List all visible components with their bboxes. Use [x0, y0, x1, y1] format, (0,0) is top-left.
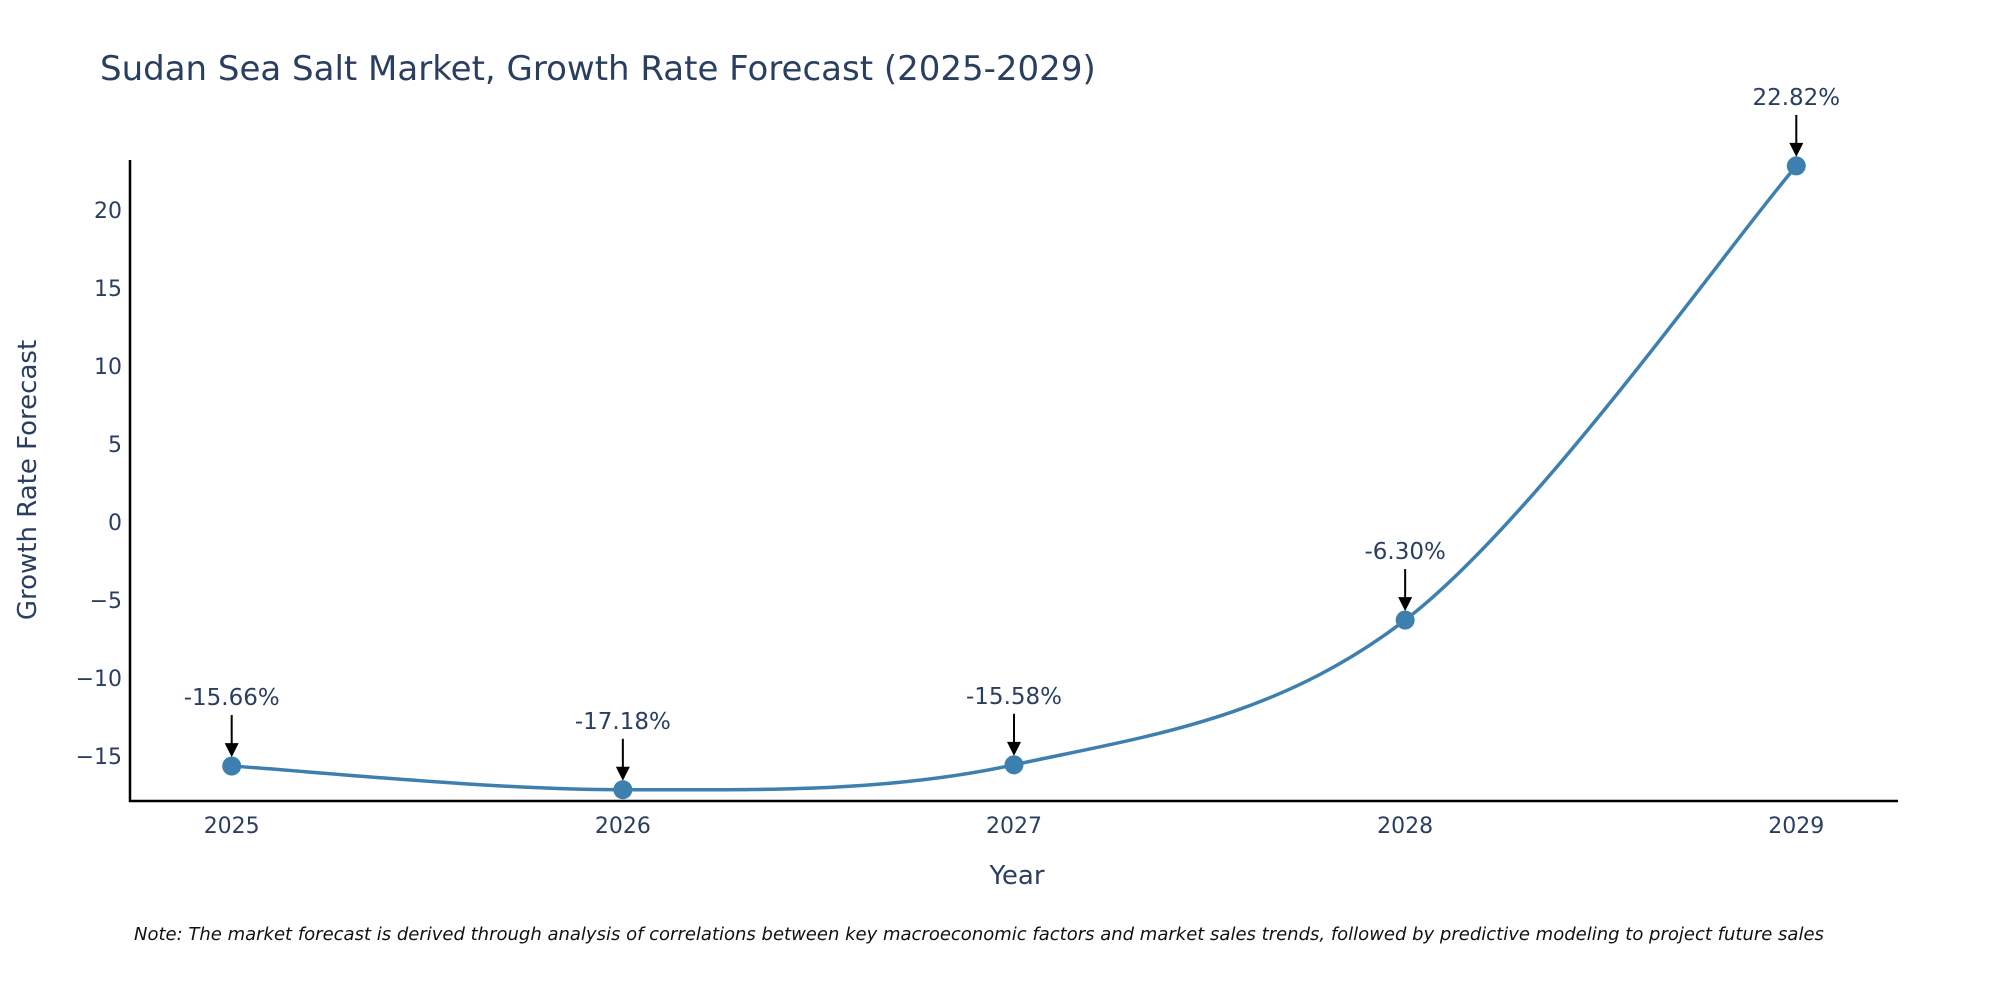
y-tick-label: −10	[76, 667, 122, 692]
x-tick-label: 2025	[204, 814, 260, 839]
y-axis-title: Growth Rate Forecast	[13, 340, 43, 620]
data-point-2027	[1004, 755, 1024, 775]
annotation-arrow-head	[1398, 597, 1413, 612]
x-tick-label: 2027	[986, 814, 1042, 839]
data-point-2025	[222, 756, 242, 776]
y-tick-label: 0	[108, 511, 122, 536]
chart-title: Sudan Sea Salt Market, Growth Rate Forec…	[100, 49, 1096, 89]
data-point-2028	[1395, 610, 1415, 630]
annotation-arrow-head	[615, 766, 630, 781]
x-axis-title: Year	[988, 861, 1044, 891]
y-axis-ticks: 20 15 10 5 0 −5 −10 −15	[76, 199, 122, 770]
series-line-growth-rate	[231, 164, 1798, 792]
y-tick-label: −5	[90, 589, 122, 614]
y-tick-label: −15	[76, 745, 122, 770]
data-points	[222, 156, 1806, 800]
data-point-2029	[1786, 156, 1806, 176]
annotation-arrow-head	[1789, 142, 1804, 157]
data-label-2027: -15.58%	[966, 684, 1062, 710]
y-tick-label: 15	[94, 277, 122, 302]
x-tick-label: 2028	[1377, 814, 1433, 839]
data-point-2026	[613, 780, 633, 800]
data-label-2029: 22.82%	[1752, 85, 1840, 111]
data-label-2026: -17.18%	[575, 709, 671, 735]
y-tick-label: 10	[94, 355, 122, 380]
x-tick-label: 2029	[1768, 814, 1824, 839]
y-tick-label: 20	[94, 199, 122, 224]
x-tick-label: 2026	[595, 814, 651, 839]
annotation-arrow-head	[224, 743, 239, 758]
footnote: Note: The market forecast is derived thr…	[134, 924, 1824, 945]
data-label-2028: -6.30%	[1364, 539, 1445, 565]
data-label-2025: -15.66%	[184, 685, 280, 711]
annotation-arrow-head	[1007, 741, 1021, 756]
data-annotations: -15.66% -17.18% -15.58% -6.30% 22.82%	[184, 85, 1840, 781]
x-axis-ticks: 2025 2026 2027 2028 2029	[204, 814, 1825, 839]
y-tick-label: 5	[108, 433, 122, 458]
